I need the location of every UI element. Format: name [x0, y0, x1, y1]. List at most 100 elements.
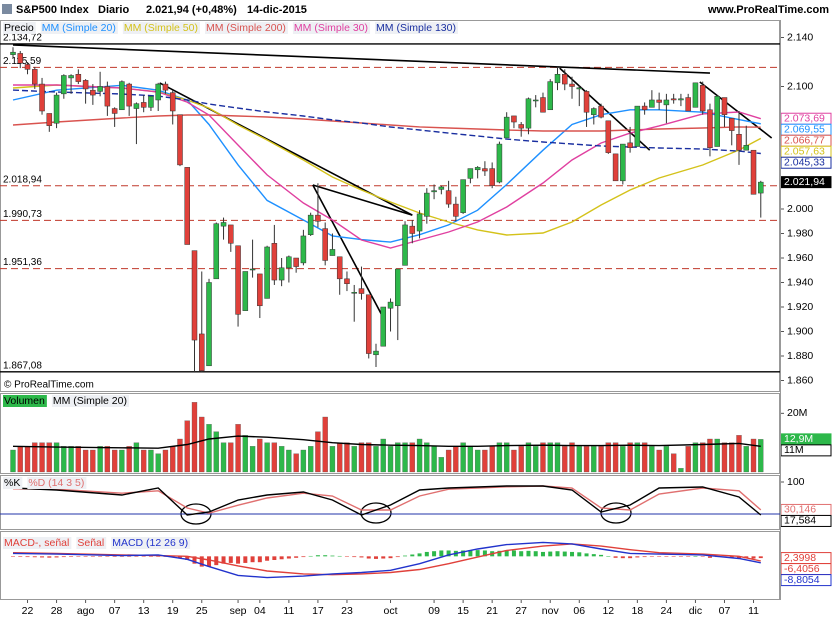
level-label: 1.867,08: [3, 360, 42, 371]
x-tick-label: 28: [51, 605, 63, 617]
trend-line: [699, 81, 773, 139]
candle-body: [518, 124, 524, 129]
macd-histogram-bar: [90, 556, 95, 557]
candle-body: [656, 99, 662, 103]
x-tick-label: 13: [138, 605, 150, 617]
macd-histogram-bar: [228, 556, 233, 563]
volume-bar: [402, 442, 408, 473]
candle-body: [104, 86, 111, 107]
x-tick-label: 21: [486, 605, 498, 617]
volume-bar: [293, 453, 299, 473]
candle-body: [438, 186, 445, 190]
candle-body: [503, 116, 510, 139]
volume-bar: [308, 446, 314, 473]
candle-body: [278, 267, 285, 281]
volume-bar: [569, 442, 575, 473]
volume-bar: [758, 439, 764, 473]
volume-bar: [707, 438, 713, 473]
legend-label: Volumen: [4, 395, 45, 407]
volume-bar: [518, 446, 524, 473]
candle-body: [191, 250, 198, 341]
volume-bar: [10, 449, 16, 473]
volume-bar: [24, 446, 31, 473]
legend-box: [3, 477, 23, 489]
legend-box: [3, 395, 47, 407]
volume-bar: [264, 442, 270, 473]
macd-histogram-bar: [700, 556, 705, 557]
candle-body: [322, 228, 328, 261]
volume-bar: [431, 446, 437, 473]
candle-body: [126, 83, 132, 107]
volume-bar: [692, 442, 699, 473]
macd-histogram-bar: [439, 550, 444, 557]
volume-bar: [641, 442, 648, 473]
candle-body: [576, 87, 583, 90]
volume-bar: [68, 446, 74, 473]
legend-box: [3, 22, 36, 34]
indicator-line: [12, 89, 761, 155]
candle-body: [82, 80, 89, 90]
x-tick-label: 09: [428, 605, 440, 617]
volume-bar: [155, 453, 161, 473]
macd-histogram-bar: [424, 551, 429, 557]
macd-histogram-bar: [366, 556, 371, 559]
candle-body: [235, 245, 241, 315]
legend-box: [111, 537, 191, 549]
candle-body: [620, 143, 626, 182]
volume-bar: [329, 446, 336, 473]
volume-bar: [82, 449, 89, 473]
volume-bar: [729, 442, 735, 473]
macd-histogram-bar: [570, 551, 575, 557]
candle-body: [184, 167, 190, 245]
volume-bar: [474, 449, 481, 473]
legend-box: [40, 22, 118, 34]
y-tick-label: 2.100: [787, 80, 813, 92]
volume-bar: [547, 442, 553, 473]
macd-histogram-bar: [577, 552, 582, 557]
macd-histogram-bar: [707, 556, 712, 558]
level-label: 2.018,94: [3, 174, 42, 185]
volume-bar: [460, 442, 466, 473]
volume-bar: [743, 446, 749, 473]
macd-histogram-bar: [374, 556, 378, 559]
candle-body: [721, 97, 728, 115]
x-tick-label: sep: [230, 605, 247, 617]
candle-body: [453, 203, 459, 217]
volume-bar: [605, 442, 611, 473]
macd-histogram-bar: [635, 556, 640, 558]
volume-bar: [409, 442, 415, 473]
macd-histogram-bar: [410, 554, 415, 557]
macd-histogram-bar: [32, 556, 37, 558]
legend-label: MM (Simple 30): [294, 22, 368, 34]
volume-bar: [315, 431, 321, 473]
candle-body: [562, 74, 568, 85]
candle-body: [39, 83, 45, 112]
x-tick-label: 19: [167, 605, 179, 617]
candle-body: [46, 113, 53, 126]
candle-body: [467, 168, 474, 179]
candle-body: [525, 98, 532, 129]
macd-histogram-bar: [214, 556, 219, 566]
macd-histogram-bar: [432, 551, 437, 557]
candle-body: [728, 118, 735, 131]
macd-histogram-bar: [185, 556, 190, 560]
macd-histogram-bar: [533, 551, 538, 557]
circle: [360, 502, 392, 524]
candle-body: [358, 288, 365, 294]
volume-bar: [300, 449, 307, 473]
volume-bar: [482, 449, 488, 473]
macd-histogram-bar: [279, 556, 284, 560]
candle-body: [264, 246, 270, 299]
candle-body: [242, 271, 249, 311]
macd-histogram-bar: [236, 556, 241, 564]
macd-histogram-bar: [620, 556, 625, 559]
x-tick-label: 07: [109, 605, 121, 617]
x-tick-label: 18: [632, 605, 644, 617]
volume-bar: [61, 446, 67, 473]
candle-body: [612, 153, 619, 182]
trend-line: [12, 44, 710, 74]
value-box-label: 2.073,69: [784, 113, 825, 125]
candle-body: [315, 214, 321, 222]
macd-histogram-bar: [250, 556, 255, 563]
